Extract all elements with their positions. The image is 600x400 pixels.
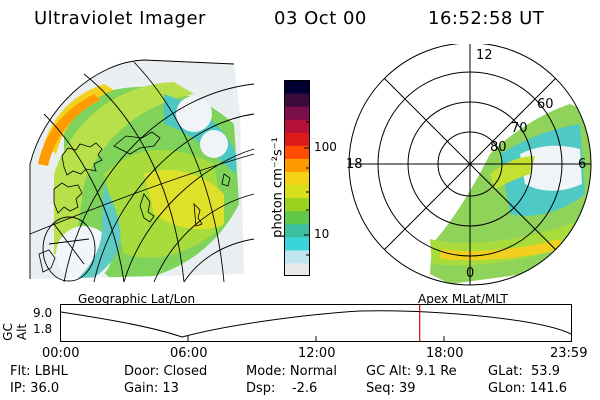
colorbar-band (284, 80, 310, 94)
instrument-title: Ultraviolet Imager (34, 8, 206, 29)
colorbar-tick-100: 100 (314, 140, 337, 154)
filter-status: Flt: LBHL (10, 364, 68, 379)
mlat-label-60: 60 (537, 97, 554, 112)
colorbar-band (284, 171, 310, 186)
colorbar-band (284, 106, 310, 120)
colorbar-band (284, 158, 310, 172)
time-tick-1800: 18:00 (426, 346, 464, 361)
time-tick-1200: 12:00 (298, 346, 336, 361)
colorbar-band (284, 145, 310, 159)
magnetic-polar-image (348, 44, 592, 286)
altitude-tick-low: 1.8 (33, 322, 53, 336)
colorbar-band (284, 197, 310, 212)
gain-status: Gain: 13 (124, 381, 179, 396)
geographic-auroral-image (29, 59, 255, 283)
colorbar-band (284, 132, 310, 146)
gc-altitude-status: GC Alt: 9.1 Re (366, 364, 457, 379)
mlt-label-6: 6 (578, 157, 587, 172)
colorbar-unit-label: photon cm⁻²s⁻¹ (270, 137, 286, 238)
right-map-label: Apex MLat/MLT (418, 292, 508, 306)
time-tick-0000: 00:00 (42, 346, 80, 361)
colorbar-band (284, 93, 310, 107)
intensity-colorbar (284, 80, 310, 276)
geo-latitude-status: GLat: 53.9 (488, 364, 560, 379)
altitude-axis-label: GC Alt (1, 323, 29, 341)
geo-longitude-status: GLon: 141.6 (488, 381, 568, 396)
colorbar-band (284, 236, 310, 251)
dsp-status: Dsp: -2.6 (246, 381, 318, 396)
mlt-label-0: 0 (466, 266, 475, 281)
time-tick-0600: 06:00 (170, 346, 208, 361)
mlt-label-18: 18 (346, 157, 363, 172)
sequence-status: Seq: 39 (366, 381, 416, 396)
altitude-tick-high: 9.0 (33, 306, 53, 320)
colorbar-tick-10: 10 (314, 227, 330, 241)
colorbar-band (284, 184, 310, 199)
colorbar-band (284, 119, 310, 133)
door-status: Door: Closed (124, 364, 208, 379)
mode-status: Mode: Normal (246, 364, 337, 379)
left-map-label: Geographic Lat/Lon (78, 292, 196, 306)
colorbar-band (284, 210, 310, 225)
colorbar-band (284, 262, 310, 276)
altitude-timeline-plot (60, 304, 572, 342)
mlat-label-80: 80 (490, 140, 507, 155)
time-tick-2359: 23:59 (550, 346, 588, 361)
colorbar-band (284, 249, 310, 264)
mlat-label-70: 70 (511, 121, 528, 136)
colorbar-band (284, 223, 310, 238)
mlt-label-12: 12 (476, 48, 493, 63)
image-time: 16:52:58 UT (428, 8, 545, 29)
ip-status: IP: 36.0 (10, 381, 60, 396)
image-date: 03 Oct 00 (274, 8, 367, 29)
